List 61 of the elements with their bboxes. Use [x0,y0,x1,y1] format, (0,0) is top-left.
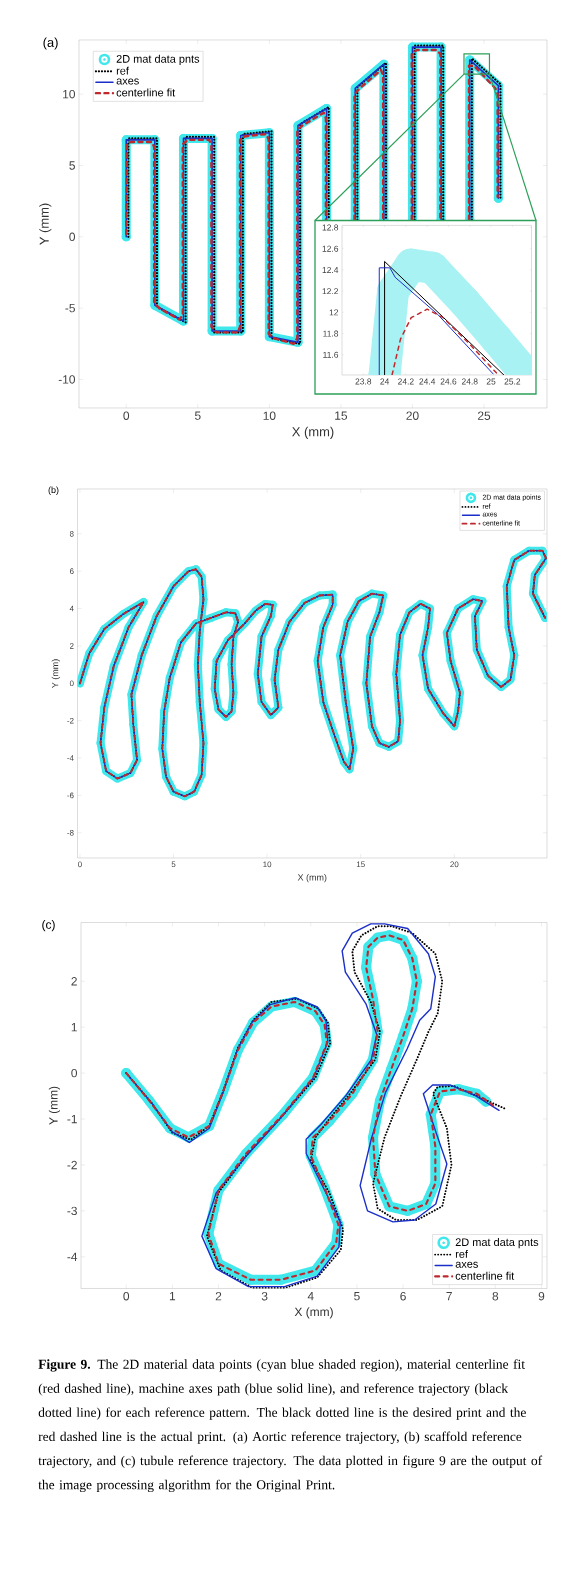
x-tick-label: 2 [215,1292,222,1301]
x-tick-label: 6 [400,1292,406,1301]
y-tick-label: 2 [71,977,77,986]
y-tick-label: 1 [71,1023,77,1032]
x-tick-label: 0 [123,411,130,420]
chart-title: (b) [48,486,59,495]
x-tick-label: 0 [123,1292,130,1301]
x-tick-label: 3 [261,1292,268,1301]
y-tick-label: 0 [69,232,76,242]
x-axis-title: X (mm) [294,1307,333,1319]
x-tick-label: 8 [492,1292,499,1301]
legend-label: axes [455,1261,478,1268]
y-axis-title: Y (mm) [51,659,61,688]
x-axis-title: X (mm) [292,426,334,439]
y-tick-label: -2 [67,1160,77,1170]
x-tick-label: 7 [446,1292,452,1301]
y-tick-label: 0 [71,1068,78,1078]
legend-label: centerline fit [116,88,176,97]
y-tick-label: 10 [63,89,76,99]
legend-label: 2D mat data pnts [116,54,200,65]
x-tick-label: 25 [477,411,491,420]
y-tick-label: -4 [67,1252,78,1261]
legend-label: ref [455,1249,468,1258]
y-tick-label: 11.8 [323,330,339,337]
x-tick-label: 15 [335,411,348,420]
x-tick-label: 4 [307,1292,314,1301]
x-tick-label: 24.4 [419,378,436,385]
y-tick-label: 11.6 [323,351,339,358]
x-tick-label: 9 [538,1292,545,1301]
y-tick-label: 12 [329,309,339,316]
legend-label: axes [116,78,139,85]
y-axis-title: Y (mm) [39,203,52,245]
y-tick-label: 12.8 [322,224,339,231]
y-tick-label: -5 [65,303,75,313]
y-tick-label: -3 [67,1206,77,1216]
legend-label: 2D mat data pnts [455,1237,539,1249]
chart-title: (a) [43,37,58,50]
x-tick-label: 1 [169,1292,176,1301]
x-tick-label: 20 [406,411,419,420]
x-tick-label: 5 [354,1292,360,1301]
x-tick-label: 24.2 [398,378,414,385]
x-axis-title: X (mm) [297,873,327,883]
x-tick-label: 25 [486,378,496,385]
text: Figure 9. The 2D material data points (cyan blue shaded region), material centerline fit (red dashed line), machine axes path (blue solid line), and reference trajectory (black dotted line) for each reference pattern. The black dotted line is the desired print and the red dashed line is the actual print. (a) Aortic reference trajectory, (b) scaffold reference trajectory, and (c) tubule reference trajectory. The data plotted in figure 9 are the output of the image processing algorithm for the Original Print. [38,1359,543,1493]
x-tick-label: 25.2 [504,378,521,385]
y-tick-label: -1 [67,1114,77,1124]
x-tick-label: 24 [380,378,390,385]
x-tick-label: 24.8 [461,378,478,385]
x-tick-label: 10 [263,411,276,420]
x-tick-label: 24.6 [440,378,457,385]
legend-label: centerline fit [455,1271,515,1280]
y-tick-label: 12.6 [322,245,339,252]
y-axis-title: Y (mm) [48,1086,60,1125]
legend-label: ref [116,66,129,75]
y-tick-label: 12.2 [322,288,339,295]
y-tick-label: -10 [58,375,76,384]
x-tick-label: 23.8 [355,378,372,385]
x-tick-label: 5 [194,411,201,420]
y-tick-label: 5 [69,161,75,170]
chart-title: (c) [42,920,55,932]
y-tick-label: 12.4 [322,266,339,273]
